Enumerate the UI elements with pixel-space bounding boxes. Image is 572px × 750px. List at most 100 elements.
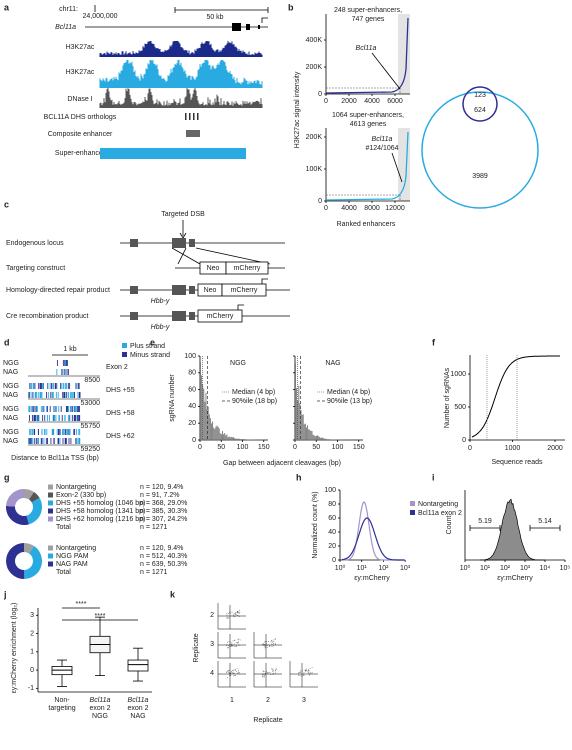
region-label: DHS +62: [106, 433, 135, 440]
shape: [31, 438, 33, 444]
shape: [67, 383, 69, 389]
shape: [72, 406, 74, 412]
shape: [31, 429, 33, 435]
tick-label: 2: [210, 612, 214, 619]
shape: [62, 429, 63, 435]
shape: [232, 23, 241, 31]
gate-label: 5.14: [538, 518, 552, 525]
shape: [79, 392, 81, 398]
panel-label: j: [3, 589, 7, 599]
shape: [79, 406, 80, 412]
label: Count: [446, 516, 453, 535]
shape: [33, 438, 35, 444]
shape: [225, 261, 269, 275]
x-tick-label: 0: [198, 444, 202, 451]
shape: [189, 312, 195, 320]
shape: [56, 369, 58, 375]
shape: [262, 668, 277, 678]
label: 4613 genes: [350, 121, 387, 128]
legend-label: Median (4 bp): [232, 389, 275, 396]
shape: [68, 429, 70, 435]
shape: [40, 406, 42, 412]
shape: [237, 304, 244, 310]
shape: [59, 438, 61, 444]
shape: [29, 406, 30, 412]
shape: [53, 438, 55, 444]
donut-slice: [6, 543, 25, 579]
track-label: Super-enhancer: [55, 150, 106, 157]
legend-value: n = 385, 30.3%: [140, 508, 187, 515]
shape: [77, 415, 79, 421]
shape: [71, 392, 73, 398]
label: Replicate: [253, 717, 282, 724]
shape: [62, 429, 64, 435]
label: Gap between adjacent cleavages (bp): [223, 460, 341, 467]
donut-slice: [26, 497, 43, 525]
shape: [29, 429, 31, 435]
shape: [50, 438, 52, 444]
donut-slice: [24, 489, 35, 500]
box-label: Neo: [204, 287, 217, 294]
shape: [40, 392, 42, 398]
panel-label: i: [432, 472, 435, 482]
y-tick-label: 0: [318, 198, 322, 205]
shape: [66, 429, 68, 435]
box: [127, 659, 149, 672]
shape: [122, 343, 127, 348]
venn-small: [462, 86, 498, 122]
shape: [68, 438, 70, 444]
shape: [31, 415, 33, 421]
shape: [68, 406, 70, 412]
row-label: NAG: [3, 392, 18, 399]
x-tick-label: exon 2: [89, 705, 110, 712]
label: εy:mCherry enrichment (log₂): [11, 603, 18, 694]
label: 123: [474, 92, 486, 99]
tick-label: 3: [210, 641, 214, 648]
label: Targeted DSB: [161, 211, 205, 218]
legend-label: Bcl11a exon 2: [418, 510, 462, 517]
y-tick-label: 80: [188, 370, 196, 377]
shape: [226, 609, 241, 619]
shape: [56, 383, 58, 389]
shape: [47, 438, 48, 444]
gate-label: 5.19: [478, 518, 492, 525]
shape: [62, 392, 64, 398]
x-tick-label: 10¹: [357, 565, 368, 572]
shape: [58, 429, 60, 435]
panel-label: h: [296, 472, 302, 482]
shape: [75, 406, 77, 412]
x-tick-label: Bcl11a: [128, 697, 149, 704]
shape: [66, 392, 68, 398]
x-tick-label: NGG: [92, 713, 108, 720]
shape: [61, 383, 63, 389]
shape: [38, 429, 39, 435]
legend-label: NAG PAM: [56, 561, 88, 568]
label: Distance to Bcl11a TSS (bp): [11, 455, 99, 462]
shape: [65, 429, 67, 435]
shape: [49, 406, 51, 412]
shape: [262, 638, 276, 649]
y-tick-label: 100K: [306, 166, 323, 173]
shape: [64, 369, 66, 375]
shape: [471, 355, 560, 438]
shape: [44, 429, 46, 435]
shape: [70, 438, 72, 444]
gene-label: Hbb-y: [151, 324, 170, 331]
x-tick-label: 50: [312, 444, 320, 451]
tick-label: 4: [210, 670, 214, 677]
track-label: BCL11A DHS orthologs: [44, 114, 117, 121]
row-label: Cre recombination product: [6, 313, 89, 320]
shape: [73, 429, 75, 435]
y-tick-label: 0: [332, 557, 336, 564]
x-tick-label: 10²: [500, 565, 511, 572]
legend-value: n = 120, 9.4%: [140, 484, 183, 491]
shape: [31, 406, 33, 412]
y-tick-label: 0: [30, 667, 34, 674]
shape: [32, 429, 34, 435]
shape: [62, 360, 64, 366]
shape: [48, 561, 53, 567]
shape: [71, 415, 73, 421]
shape: [410, 510, 415, 515]
shape: [57, 438, 59, 444]
shape: [64, 392, 66, 398]
